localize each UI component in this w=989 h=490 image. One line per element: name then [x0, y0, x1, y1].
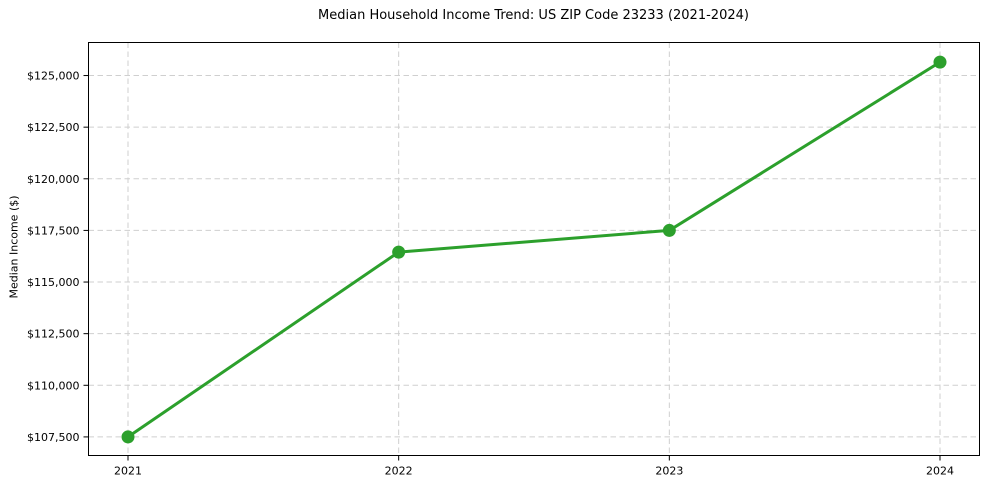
y-tick-label: $112,500	[27, 328, 80, 341]
trend-line	[126, 60, 942, 439]
y-tick-label: $122,500	[27, 121, 80, 134]
chart-title: Median Household Income Trend: US ZIP Co…	[318, 8, 749, 23]
data-point-2023	[662, 223, 676, 237]
y-tick-label: $115,000	[27, 276, 80, 289]
x-tick-label: 2021	[114, 465, 142, 478]
y-tick-label: $107,500	[27, 431, 80, 444]
y-tick-label: $120,000	[27, 173, 80, 186]
x-tick-label: 2022	[385, 465, 413, 478]
y-tick-label: $110,000	[27, 379, 80, 392]
y-tick-label: $117,500	[27, 224, 80, 237]
y-tick-label: $125,000	[27, 70, 80, 83]
data-point-2022	[392, 245, 406, 259]
plot-border	[88, 42, 980, 456]
x-tick-label: 2023	[655, 465, 683, 478]
data-point-2021	[121, 430, 135, 444]
x-tick-label: 2024	[926, 465, 954, 478]
data-point-2024	[933, 55, 947, 69]
